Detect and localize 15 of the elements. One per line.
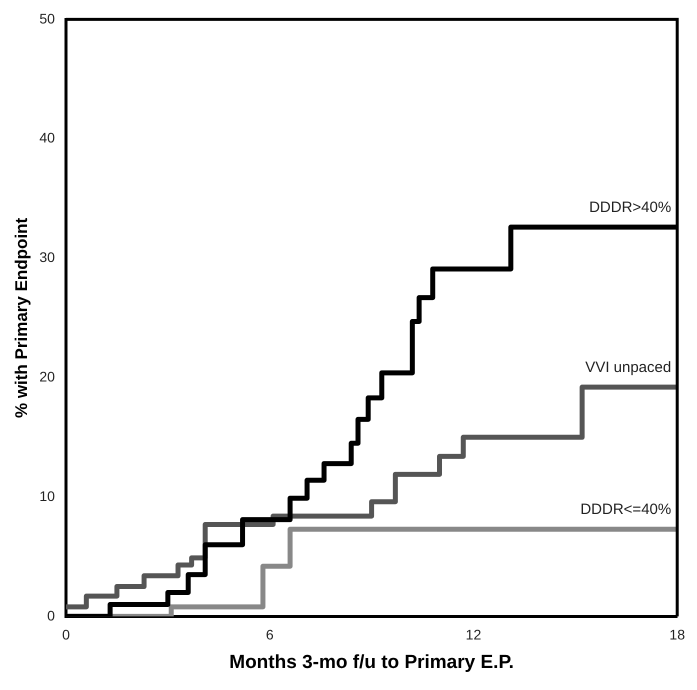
y-axis-title: % with Primary Endpoint — [12, 217, 31, 418]
y-tick-label: 30 — [39, 249, 56, 266]
y-tick-label: 20 — [39, 368, 56, 384]
x-tick-label: 12 — [466, 626, 482, 643]
y-tick-label: 10 — [39, 488, 56, 504]
x-axis-title: Months 3-mo f/u to Primary E.P. — [229, 652, 514, 673]
series-label: VVI unpaced — [585, 358, 672, 376]
y-tick-label: 40 — [39, 130, 56, 146]
y-tick-label: 0 — [47, 607, 56, 624]
x-tick-label: 18 — [669, 626, 686, 643]
series-label: DDDR>40% — [589, 198, 672, 216]
y-tick-label: 50 — [39, 10, 56, 26]
series-label: DDDR<=40% — [580, 500, 672, 518]
x-tick-label: 0 — [62, 626, 70, 643]
x-tick-label: 6 — [266, 626, 274, 643]
